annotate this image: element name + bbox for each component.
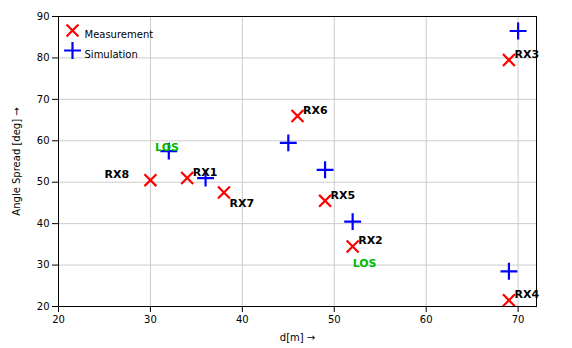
svg-text:d[m] →: d[m] → [280,332,315,343]
svg-text:20: 20 [52,314,65,325]
svg-text:30: 30 [37,259,50,270]
svg-text:LOS: LOS [353,257,377,270]
svg-text:RX5: RX5 [331,189,356,202]
svg-text:40: 40 [236,314,249,325]
svg-text:50: 50 [37,176,50,187]
svg-text:90: 90 [37,11,50,22]
svg-text:20: 20 [37,301,50,312]
svg-text:70: 70 [37,94,50,105]
svg-text:30: 30 [144,314,157,325]
svg-text:50: 50 [328,314,341,325]
svg-text:70: 70 [512,314,525,325]
svg-text:RX8: RX8 [104,168,129,181]
svg-text:LOS: LOS [155,141,179,154]
svg-text:60: 60 [37,135,50,146]
svg-text:RX7: RX7 [229,197,254,210]
svg-text:Simulation: Simulation [85,49,138,60]
svg-text:RX4: RX4 [514,288,539,301]
svg-text:Angle Spread [deg] →: Angle Spread [deg] → [11,107,22,215]
svg-text:40: 40 [37,218,50,229]
svg-text:RX1: RX1 [193,166,218,179]
svg-text:Measurement: Measurement [85,29,154,40]
svg-text:RX2: RX2 [358,234,383,247]
svg-text:80: 80 [37,52,50,63]
svg-text:RX6: RX6 [303,104,328,117]
svg-text:60: 60 [420,314,433,325]
svg-text:RX3: RX3 [514,48,539,61]
